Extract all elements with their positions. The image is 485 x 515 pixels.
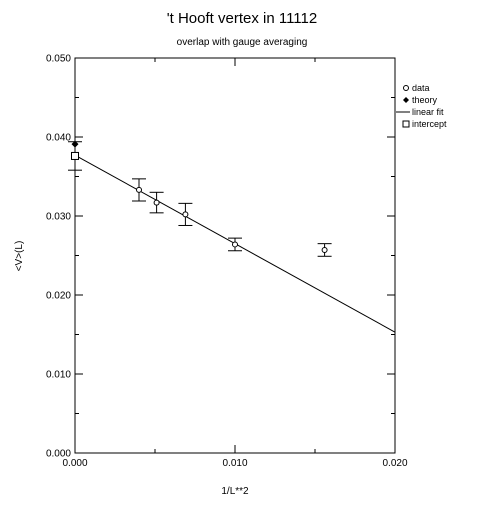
legend-label-linear-fit: linear fit [412, 107, 444, 117]
y-axis-label: <V>(L) [14, 241, 25, 272]
chart-title: 't Hooft vertex in 11112 [167, 10, 317, 27]
x-axis: 0.000 0.010 0.020 [62, 58, 408, 469]
chart-subtitle: overlap with gauge averaging [177, 37, 308, 48]
x-tick-label: 0.010 [222, 458, 247, 469]
legend: data theory linear fit intercept [396, 83, 447, 129]
theory-point [71, 140, 79, 148]
legend-marker-data [403, 85, 409, 91]
y-tick-label: 0.030 [46, 212, 71, 223]
legend-marker-intercept [402, 120, 410, 128]
legend-label-theory: theory [412, 95, 438, 105]
legend-label-intercept: intercept [412, 119, 447, 129]
x-axis-label: 1/L**2 [221, 486, 249, 497]
y-tick-label: 0.020 [46, 291, 71, 302]
y-tick-label: 0.040 [46, 133, 71, 144]
y-tick-label: 0.050 [46, 54, 71, 65]
plot-frame [74, 57, 396, 454]
data-point [182, 211, 189, 218]
x-tick-label: 0.020 [382, 458, 407, 469]
data-point [321, 246, 328, 253]
legend-marker-theory [403, 97, 409, 103]
legend-label-data: data [412, 83, 430, 93]
plot-marks [68, 140, 396, 333]
y-tick-label: 0.010 [46, 370, 71, 381]
x-tick-label: 0.000 [62, 458, 87, 469]
intercept-point [71, 151, 79, 160]
data-point [136, 186, 142, 193]
data-point [153, 199, 160, 206]
y-axis: 0.000 0.010 0.020 0.030 0.040 0.050 [46, 54, 395, 460]
data-point [232, 241, 238, 248]
y-tick-label: 0.000 [46, 449, 71, 460]
